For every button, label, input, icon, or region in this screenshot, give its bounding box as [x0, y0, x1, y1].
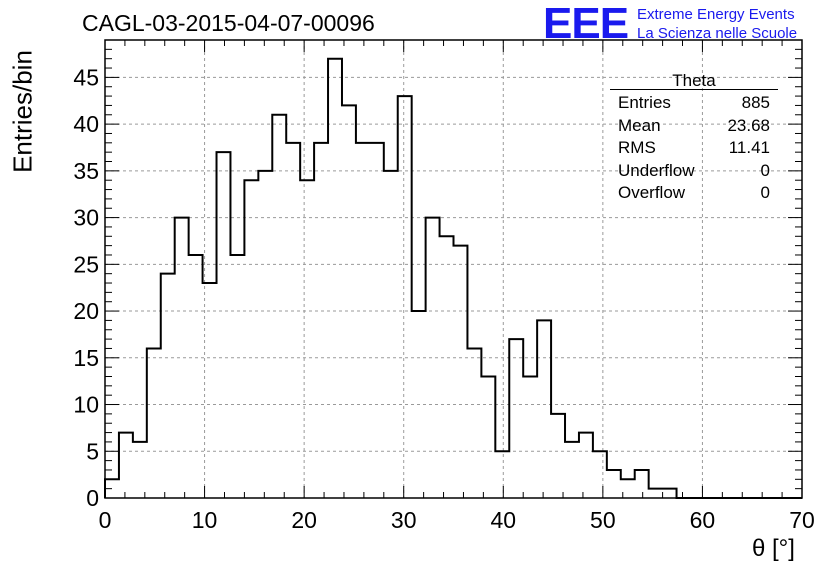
stats-label: Overflow: [618, 183, 686, 202]
stats-row-underflow: Underflow 0: [610, 160, 778, 183]
x-tick-label: 70: [789, 507, 815, 533]
x-tick-label: 40: [490, 507, 516, 533]
y-axis-label: Entries/bin: [7, 50, 38, 173]
y-tick-label: 10: [73, 392, 99, 418]
y-tick-label: 20: [73, 298, 99, 324]
stats-label: Underflow: [618, 160, 695, 180]
x-tick-label: 30: [391, 507, 417, 533]
y-tick-label: 0: [86, 485, 99, 511]
stats-value: 0: [760, 183, 770, 202]
stats-row-mean: Mean 23.68: [610, 115, 778, 138]
chart-title: CAGL-03-2015-04-07-00096: [82, 10, 375, 36]
logo-line-1: Extreme Energy Events: [637, 6, 795, 23]
y-tick-label: 35: [73, 158, 99, 184]
x-tick-label: 0: [99, 507, 112, 533]
y-tick-label: 45: [73, 64, 99, 90]
stats-divider: [610, 89, 778, 90]
stats-title: Theta: [672, 71, 716, 90]
stats-value: 885: [741, 93, 770, 112]
y-tick-label: 40: [73, 111, 99, 137]
stats-row-rms: RMS 11.41: [610, 137, 778, 160]
stats-value: 23.68: [727, 115, 770, 135]
y-tick-label: 15: [73, 345, 99, 371]
x-axis-label: θ [°]: [752, 535, 795, 562]
stats-label: Entries: [618, 93, 671, 112]
x-tick-label: 20: [291, 507, 317, 533]
eee-logo: EEE: [543, 0, 629, 48]
x-tick-label: 60: [690, 507, 716, 533]
y-tick-label: 30: [73, 205, 99, 231]
stats-value: 11.41: [728, 138, 770, 157]
stats-row-overflow: Overflow 0: [610, 182, 778, 205]
plot-frame: [104, 39, 803, 499]
stats-label: RMS: [618, 138, 656, 157]
stats-box: Theta Entries 885 Mean 23.68 RMS 11.41 U…: [610, 72, 778, 205]
stats-row-entries: Entries 885: [610, 92, 778, 115]
histogram-series: [104, 57, 802, 499]
stats-label: Mean: [618, 115, 661, 135]
y-tick-label: 25: [73, 251, 99, 277]
y-tick-label: 5: [86, 438, 99, 464]
logo-line-2: La Scienza nelle Scuole: [637, 25, 798, 42]
x-tick-label: 10: [192, 507, 218, 533]
stats-value: 0: [760, 160, 770, 180]
x-tick-label: 50: [590, 507, 616, 533]
